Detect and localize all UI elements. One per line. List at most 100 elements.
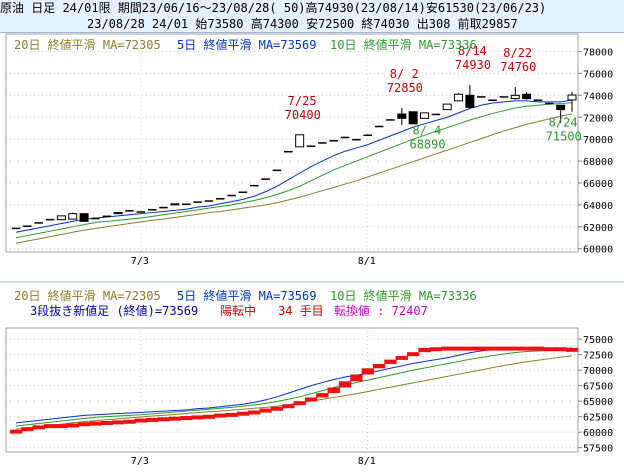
y-tick-label: 57500 (583, 444, 613, 455)
candle-body (159, 206, 168, 209)
candle-body (454, 93, 464, 102)
break-brick (361, 368, 374, 375)
break-brick (236, 411, 250, 416)
break-brick (270, 406, 284, 411)
break-info-count: 34 手目 (278, 304, 324, 318)
annotation-value: 74930 (455, 58, 491, 72)
candle-body (45, 218, 55, 221)
break-y-axis: 57500 60000 62500 65000 67500 70000 72500 75000 (578, 335, 613, 455)
break-brick (497, 346, 511, 351)
legend-entry: 20日 終値平滑 MA=72305 (14, 288, 161, 303)
break-brick (418, 347, 431, 353)
break-brick (43, 424, 57, 429)
annotation-value: 74760 (500, 60, 536, 74)
ohlc-text: 23/08/28 24/01 始73580 高74300 安72500 終740… (87, 17, 518, 31)
candle-body (102, 215, 112, 218)
ma20-line (15, 355, 573, 430)
candle-body (215, 198, 225, 200)
break-brick (77, 422, 91, 427)
candle-body (545, 102, 554, 105)
candlestick-panel: 60000 62000 64000 66000 68000 70000 72000 74000… (5, 33, 613, 267)
annotation-date: 8/22 (503, 46, 532, 60)
legend-entry: 5日 終値平滑 MA=73569 (177, 37, 316, 52)
candle-body (510, 94, 520, 100)
x-tick-label: 8/1 (358, 256, 376, 267)
candle-body (488, 99, 497, 101)
candle-body (227, 194, 236, 197)
break-brick (259, 408, 272, 413)
break-brick (509, 346, 522, 351)
annotation-date: 8/ 4 (412, 123, 441, 137)
break-brick (304, 397, 318, 402)
candle-body (238, 191, 248, 193)
break-brick (134, 418, 147, 423)
break-brick (520, 346, 533, 351)
candle-body (34, 222, 43, 224)
y-tick-label: 78000 (583, 48, 613, 59)
break-brick (9, 429, 23, 434)
candle-legend: 20日 終値平滑 MA=72305 5日 終値平滑 MA=73569 10日 終値平… (14, 37, 477, 52)
candle-bodies (11, 85, 577, 230)
break-brick (111, 420, 125, 425)
break-plot-frame (5, 327, 579, 453)
break-brick (248, 410, 261, 415)
break-info-label: 3段抜き新値足 (終値)=73569 (30, 303, 198, 318)
y-tick-label: 75000 (583, 335, 613, 346)
ma20-line (15, 113, 573, 244)
candle-body (113, 212, 123, 215)
break-brick (145, 417, 159, 422)
legend-entry: 10日 終値平滑 MA=73336 (330, 288, 477, 303)
y-tick-label: 60000 (583, 245, 613, 256)
break-brick (452, 346, 465, 351)
candle-body (419, 112, 429, 119)
y-tick-label: 62500 (583, 413, 613, 424)
candle-body (23, 225, 32, 227)
candle-body (295, 134, 305, 148)
candle-body (465, 94, 475, 108)
break-brick (543, 347, 556, 352)
break-brick (180, 416, 193, 421)
annotation-date: 8/24 (549, 116, 578, 130)
candle-body (170, 203, 180, 206)
ma10-line (15, 102, 573, 239)
candle-body (181, 203, 191, 206)
break-brick (441, 346, 454, 351)
y-tick-label: 76000 (583, 69, 613, 80)
y-tick-label: 72500 (583, 351, 613, 362)
y-tick-label: 68000 (583, 157, 613, 168)
break-brick (531, 346, 545, 351)
candle-grid (6, 34, 578, 252)
ma5-line (15, 347, 573, 424)
candle-body (136, 211, 146, 213)
candle-body (397, 113, 407, 119)
annotation-value: 70400 (285, 108, 321, 122)
y-tick-label: 62000 (583, 223, 613, 234)
break-brick (282, 404, 295, 409)
y-tick-label: 72000 (583, 113, 613, 124)
candle-y-axis: 60000 62000 64000 66000 68000 70000 72000 74000… (578, 48, 613, 256)
break-brick (486, 346, 499, 351)
candle-body (499, 96, 509, 98)
candle-body (363, 134, 373, 137)
candle-body (56, 215, 66, 221)
y-tick-label: 60000 (583, 428, 613, 439)
annotation-value: 71500 (546, 130, 582, 144)
annotation-date: 7/25 (288, 94, 317, 108)
candle-body (329, 140, 338, 142)
break-info-state: 陽転中 (220, 303, 256, 318)
candle-body (431, 113, 441, 116)
candle-body (408, 111, 418, 125)
candle-body (522, 93, 532, 100)
break-x-axis: 7/3 8/1 (131, 456, 376, 467)
annotation-value: 72850 (387, 81, 423, 95)
candle-body (250, 184, 259, 187)
break-info-switch: 転換値 : 72407 (334, 303, 428, 318)
break-brick (384, 359, 397, 364)
y-tick-label: 65000 (583, 397, 613, 408)
legend-entry: 10日 終値平滑 MA=73336 (330, 37, 477, 52)
y-tick-label: 64000 (583, 201, 613, 212)
break-brick (202, 414, 216, 419)
ma10-line (15, 348, 573, 427)
